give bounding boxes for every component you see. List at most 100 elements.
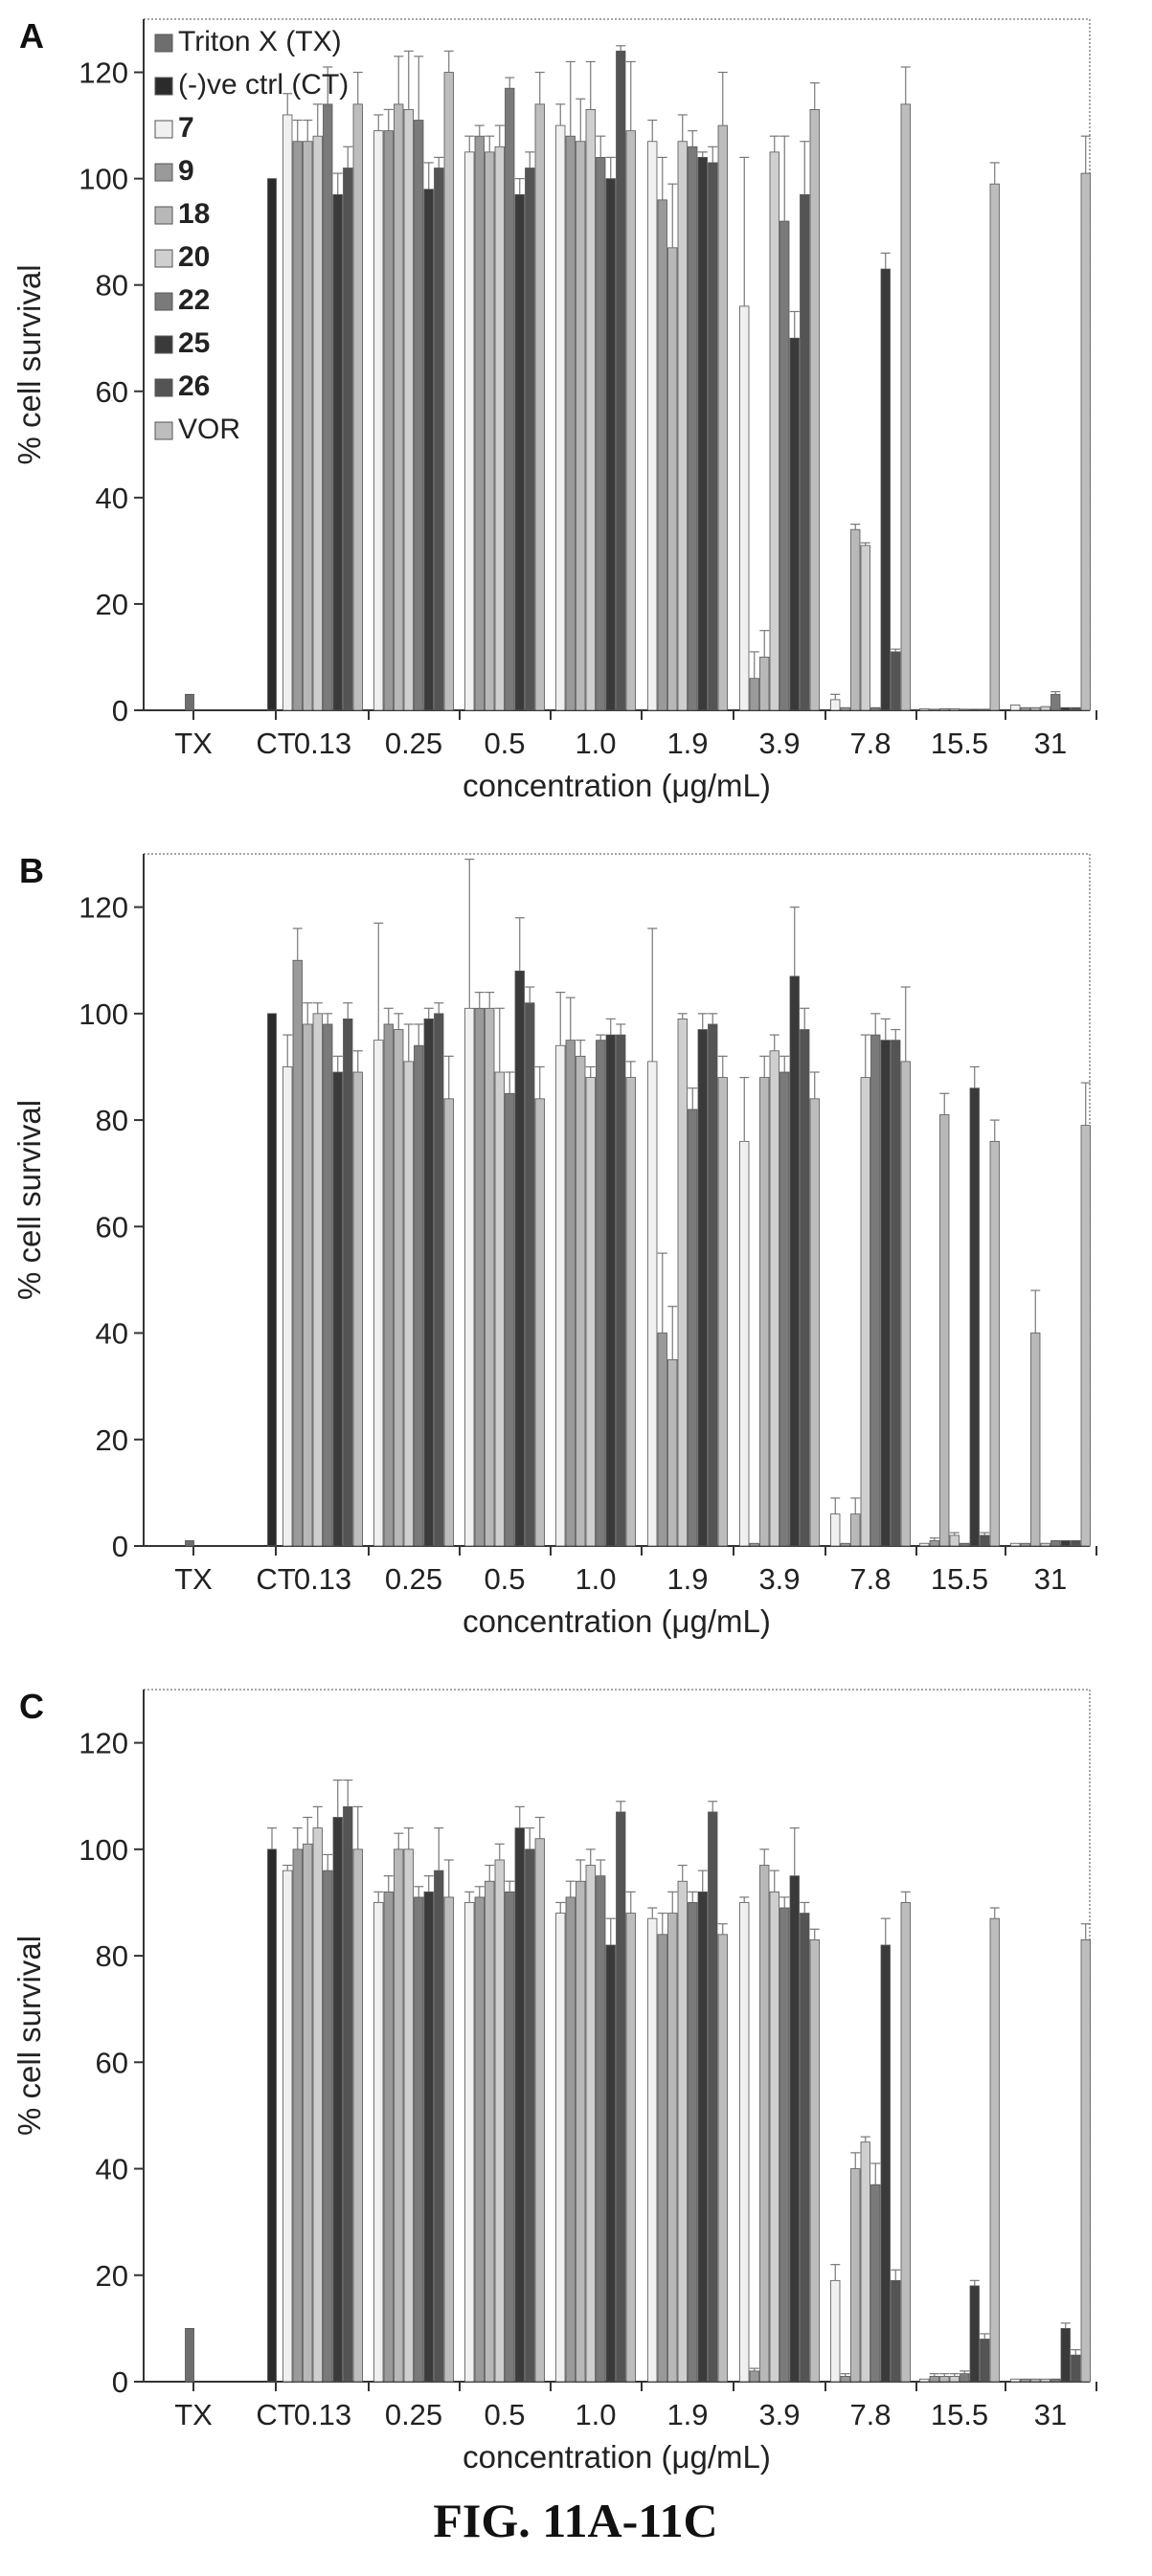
bar-series-25-3.9 bbox=[789, 337, 800, 711]
legend-swatch bbox=[154, 77, 173, 96]
bar-series-18-0.13 bbox=[303, 1843, 313, 2383]
bar-series-18-31 bbox=[1030, 706, 1041, 711]
x-tick-label: 1.0 bbox=[575, 727, 616, 760]
bar-series-22-7.8 bbox=[870, 2184, 881, 2383]
x-tick-label: 0.25 bbox=[385, 727, 442, 760]
bar-series-26-15.5 bbox=[980, 708, 990, 711]
bar-series-vor-3.9 bbox=[809, 1098, 820, 1547]
bar-series-22-31 bbox=[1050, 1540, 1061, 1547]
x-tick-label: CT bbox=[256, 727, 295, 760]
legend-label: VOR bbox=[178, 414, 240, 445]
y-tick-label: 40 bbox=[96, 2153, 128, 2186]
bar-series-9-3.9 bbox=[749, 678, 759, 711]
bar-series-vor-7.8 bbox=[900, 1902, 911, 2383]
y-tick-label: 80 bbox=[96, 1939, 128, 1973]
bar-series-20-31 bbox=[1040, 1542, 1050, 1547]
y-tick-label: 20 bbox=[96, 588, 128, 621]
bar-series-vor-1.0 bbox=[625, 130, 636, 711]
bar-series-20-0.13 bbox=[312, 1827, 323, 2383]
bar-series-vor-0.25 bbox=[443, 1098, 454, 1547]
bar-series-22-1.0 bbox=[596, 1040, 606, 1547]
bar-series-26-31 bbox=[1071, 706, 1081, 711]
y-tick-label: 100 bbox=[79, 997, 128, 1031]
bar-series-22-7.8 bbox=[870, 1034, 881, 1547]
bar-series-26-15.5 bbox=[980, 1534, 990, 1547]
y-tick-label: 20 bbox=[96, 2259, 128, 2293]
bar-series-18-0.13 bbox=[303, 1023, 313, 1547]
bar-series-25-1.0 bbox=[605, 178, 616, 711]
x-axis-label: concentration (μg/mL) bbox=[463, 768, 771, 803]
x-tick-label: 15.5 bbox=[931, 2398, 988, 2431]
bar-series-26-3.9 bbox=[800, 1029, 810, 1547]
legend-label: 25 bbox=[178, 327, 210, 359]
bar-series-20-0.25 bbox=[403, 1848, 414, 2383]
bar-series-7-1.9 bbox=[647, 1917, 658, 2383]
bar-series-9-0.5 bbox=[474, 1007, 485, 1547]
bar-series-22-7.8 bbox=[870, 706, 881, 711]
bar-series-18-0.5 bbox=[485, 151, 495, 711]
bar-series-25-0.25 bbox=[423, 1019, 434, 1547]
bar-series-7-0.13 bbox=[282, 114, 293, 711]
bar-series-9-31 bbox=[1020, 706, 1030, 711]
bar-series-20-0.25 bbox=[403, 109, 414, 711]
bar-series-25-15.5 bbox=[969, 2285, 980, 2383]
bar-series-7-7.8 bbox=[830, 2279, 841, 2383]
bar-series-9-1.0 bbox=[565, 1896, 576, 2383]
bar-series-7-7.8 bbox=[830, 1513, 841, 1547]
legend-swatch bbox=[154, 163, 173, 182]
bar-series-22-0.13 bbox=[323, 103, 333, 711]
bar-series-vor-3.9 bbox=[809, 109, 820, 711]
bar-series-vor-31 bbox=[1080, 1938, 1091, 2383]
bar-series-25-15.5 bbox=[969, 708, 980, 711]
bar-series-9-0.25 bbox=[383, 1891, 394, 2383]
bar-series-26-1.9 bbox=[708, 1811, 718, 2383]
bar-series-vor-0.25 bbox=[443, 1896, 454, 2383]
bar-series-26-7.8 bbox=[891, 1040, 901, 1547]
x-tick-label: 0.25 bbox=[385, 2398, 442, 2431]
bar-series-7-1.0 bbox=[555, 1913, 566, 2383]
bar-series-7-1.0 bbox=[555, 124, 566, 711]
bar-series-9-0.5 bbox=[474, 135, 485, 711]
bar-series-26-0.13 bbox=[343, 168, 353, 711]
bar-series-18-0.25 bbox=[394, 103, 404, 711]
x-tick-label: 15.5 bbox=[931, 1562, 988, 1596]
bar-series-22-15.5 bbox=[960, 2373, 970, 2383]
bar-series-20-31 bbox=[1040, 2378, 1050, 2383]
legend-label: 20 bbox=[178, 241, 210, 273]
bar-series-vor-7.8 bbox=[900, 103, 911, 711]
bar-series-20-0.25 bbox=[403, 1061, 414, 1547]
bar-series-20-0.5 bbox=[494, 1859, 505, 2383]
bar-series-vor-15.5 bbox=[989, 1140, 1000, 1547]
bar-series-25-1.0 bbox=[605, 1034, 616, 1547]
bar-series-26-0.25 bbox=[434, 1870, 444, 2383]
chart-panel-B: 0 20 40 60 80 100 120 % cell survival B TX CT0.13 0… bbox=[11, 851, 1097, 1639]
x-tick-label: 0.5 bbox=[484, 2398, 525, 2431]
y-tick-label: 80 bbox=[96, 1104, 128, 1137]
bar-series-7-15.5 bbox=[919, 707, 930, 711]
x-tick-label: 3.9 bbox=[758, 727, 800, 760]
bar-series-vor-0.5 bbox=[534, 103, 545, 711]
bar-series-25-1.0 bbox=[605, 1944, 616, 2383]
y-tick-label: 0 bbox=[112, 2365, 128, 2399]
legend-label: (-)ve ctrl (CT) bbox=[178, 69, 349, 101]
bar-series-25-0.13 bbox=[332, 1071, 343, 1547]
bar-series-7-3.9 bbox=[739, 1140, 750, 1547]
bar-series-20-7.8 bbox=[860, 1077, 870, 1547]
bar-series-22-15.5 bbox=[960, 708, 970, 711]
bar-series-9-0.25 bbox=[383, 130, 394, 711]
bar-series-9-15.5 bbox=[929, 708, 939, 711]
bar-series-25-0.5 bbox=[514, 193, 525, 711]
legend-swatch bbox=[154, 34, 173, 53]
bar-series-20-1.9 bbox=[677, 1880, 688, 2383]
bar-series-20-0.13 bbox=[312, 1013, 323, 1547]
bar-series-22-0.5 bbox=[505, 87, 515, 711]
bar-series-26-15.5 bbox=[980, 2339, 990, 2383]
bar-series-9-1.9 bbox=[657, 1333, 667, 1547]
bar-series-26-3.9 bbox=[800, 1913, 810, 2383]
panel-letter: B bbox=[19, 851, 44, 890]
panel-letter: C bbox=[19, 1687, 44, 1726]
y-tick-label: 20 bbox=[96, 1423, 128, 1457]
bar-series-vor-1.9 bbox=[717, 1077, 728, 1547]
bar-series-vor-1.9 bbox=[717, 1934, 728, 2383]
